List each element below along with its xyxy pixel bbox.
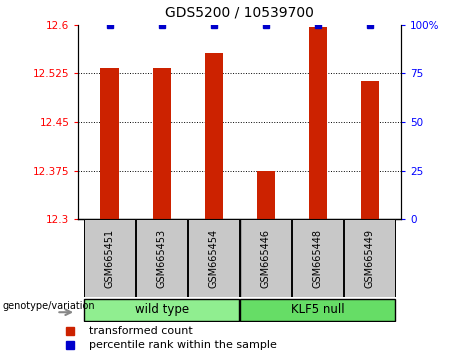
Bar [257,171,275,219]
FancyBboxPatch shape [84,299,239,321]
Text: transformed count: transformed count [89,326,192,336]
FancyBboxPatch shape [292,219,343,297]
Text: GSM665453: GSM665453 [157,229,166,288]
Bar [309,27,327,219]
Bar [205,53,223,219]
Text: genotype/variation: genotype/variation [2,301,95,311]
Bar [361,81,379,219]
Text: percentile rank within the sample: percentile rank within the sample [89,340,277,350]
Title: GDS5200 / 10539700: GDS5200 / 10539700 [165,5,314,19]
FancyBboxPatch shape [344,219,396,297]
Text: wild type: wild type [135,303,189,316]
Text: GSM665448: GSM665448 [313,229,323,288]
Text: GSM665454: GSM665454 [209,229,219,288]
FancyBboxPatch shape [188,219,239,297]
FancyBboxPatch shape [136,219,187,297]
FancyBboxPatch shape [84,219,135,297]
FancyBboxPatch shape [240,299,396,321]
Text: KLF5 null: KLF5 null [291,303,345,316]
Text: GSM665449: GSM665449 [365,229,375,288]
Text: GSM665446: GSM665446 [261,229,271,288]
Text: GSM665451: GSM665451 [105,229,115,288]
Bar [153,68,171,219]
FancyBboxPatch shape [240,219,291,297]
Bar [100,68,119,219]
